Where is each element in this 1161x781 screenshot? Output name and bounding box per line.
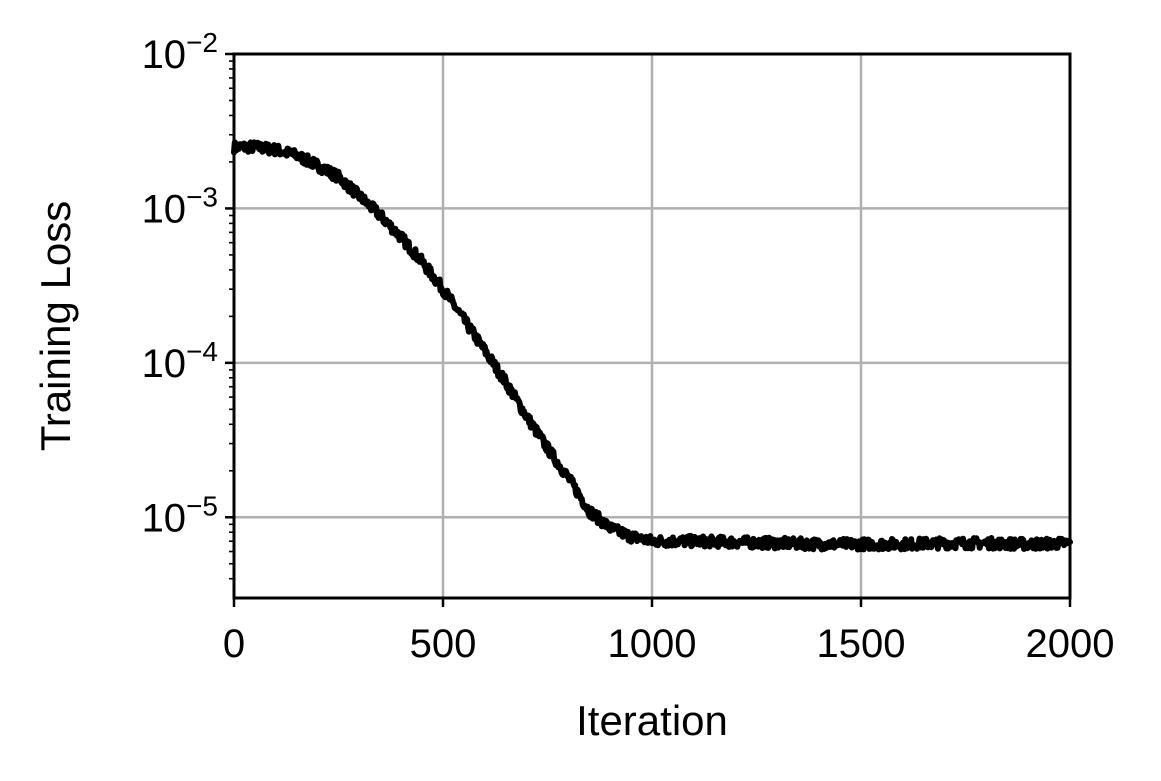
ticks [225, 52, 1072, 607]
x-tick-label: 1500 [817, 622, 906, 666]
x-tick-label: 0 [223, 622, 245, 666]
y-tick-label: 10−3 [142, 181, 218, 231]
y-tick-base: 10 [142, 496, 187, 540]
y-axis-label: Training Loss [32, 201, 79, 452]
y-tick-label: 10−5 [142, 490, 218, 540]
y-tick-exponent: −3 [186, 181, 218, 212]
y-tick-base: 10 [142, 187, 187, 231]
x-tick-label: 500 [410, 622, 477, 666]
x-tick-label: 2000 [1026, 622, 1115, 666]
y-tick-exponent: −5 [186, 490, 218, 521]
y-tick-label: 10−4 [142, 336, 218, 386]
series-group [231, 139, 1073, 553]
x-axis-label: Iteration [576, 697, 728, 744]
loss-series-line [231, 139, 1073, 553]
x-tick-labels: 0 500 1000 1500 2000 [223, 622, 1115, 666]
y-tick-base: 10 [142, 33, 187, 77]
x-tick-label: 1000 [608, 622, 697, 666]
y-tick-exponent: −4 [186, 336, 218, 367]
y-tick-exponent: −2 [186, 27, 218, 58]
y-tick-base: 10 [142, 342, 187, 386]
y-tick-label: 10−2 [142, 27, 218, 77]
y-tick-labels: 10−210−310−410−5 [142, 27, 218, 540]
grid [234, 54, 1070, 598]
